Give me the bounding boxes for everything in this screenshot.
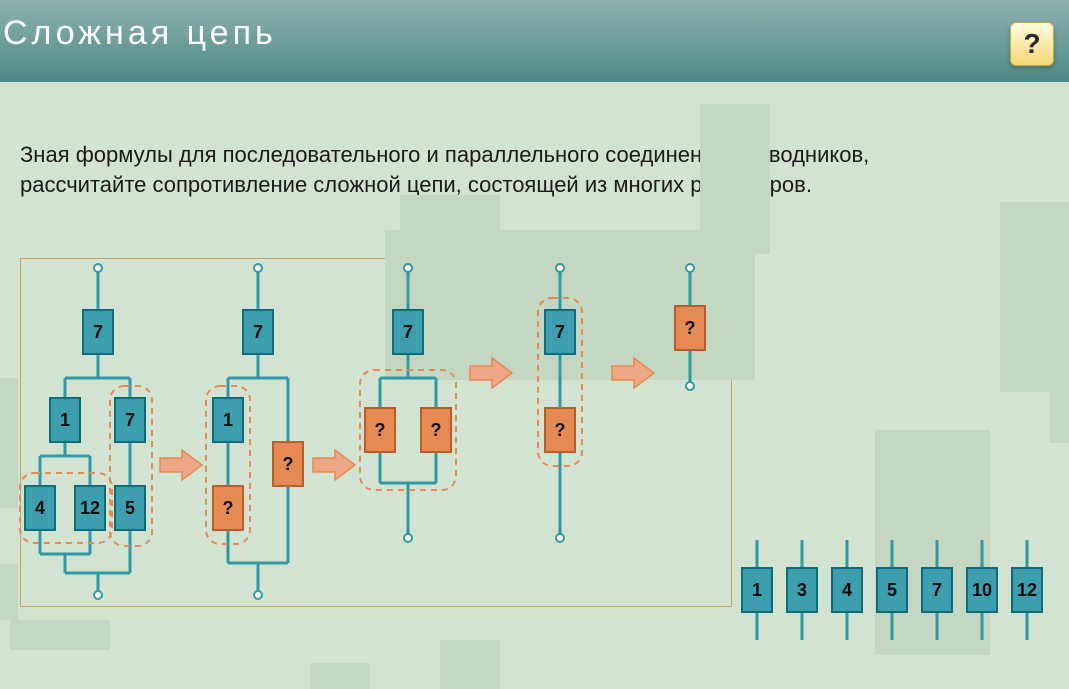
stage: Сложная цепь ? Зная формулы для последов… bbox=[0, 0, 1069, 689]
resistor-label: 7 bbox=[93, 322, 103, 342]
resistor-label: 5 bbox=[887, 580, 897, 600]
resistor-palette: 1 3 4 5 7 10 12 bbox=[742, 540, 1042, 640]
diagram-svg: 7 1 7 4 12 5 7 1?? 7?? 7?? 1 3 4 5 7 10 12 bbox=[0, 0, 1069, 689]
terminal-node bbox=[254, 591, 262, 599]
decor-rect bbox=[1000, 202, 1069, 392]
resistor-label: 12 bbox=[80, 498, 100, 518]
palette-item[interactable]: 12 bbox=[1012, 540, 1042, 640]
decor-rect bbox=[1050, 388, 1069, 443]
terminal-node bbox=[94, 591, 102, 599]
terminal-node bbox=[404, 534, 412, 542]
resistor-label: ? bbox=[555, 420, 566, 440]
decor-rect bbox=[10, 620, 110, 650]
resistor-label: ? bbox=[431, 420, 442, 440]
resistor-label: 5 bbox=[125, 498, 135, 518]
terminal-node bbox=[556, 534, 564, 542]
terminal-node bbox=[556, 264, 564, 272]
decor-rect bbox=[0, 564, 18, 620]
resistor-label: 7 bbox=[403, 322, 413, 342]
resistor-label: 1 bbox=[60, 410, 70, 430]
resistor-label: 3 bbox=[797, 580, 807, 600]
terminal-node bbox=[94, 264, 102, 272]
resistor-label: 12 bbox=[1017, 580, 1037, 600]
resistor-label: 7 bbox=[125, 410, 135, 430]
terminal-node bbox=[254, 264, 262, 272]
resistor-label: 10 bbox=[972, 580, 992, 600]
decor-rect bbox=[0, 378, 18, 508]
resistor-label: ? bbox=[283, 454, 294, 474]
resistor-label: 1 bbox=[223, 410, 233, 430]
resistor-label: 7 bbox=[253, 322, 263, 342]
palette-item[interactable]: 1 bbox=[742, 540, 772, 640]
decor-rect bbox=[310, 663, 370, 689]
terminal-node bbox=[404, 264, 412, 272]
resistor-label: 4 bbox=[35, 498, 45, 518]
resistor-label: ? bbox=[223, 498, 234, 518]
background-decor bbox=[0, 104, 1069, 689]
palette-item[interactable]: 3 bbox=[787, 540, 817, 640]
arrow-icon bbox=[160, 450, 202, 480]
arrow-icon bbox=[313, 450, 355, 480]
resistor-label: 7 bbox=[932, 580, 942, 600]
circuit-stage: 7 1 7 4 12 5 bbox=[20, 264, 152, 599]
resistor-label: 1 bbox=[752, 580, 762, 600]
resistor-label: 4 bbox=[842, 580, 852, 600]
resistor-label: ? bbox=[685, 318, 696, 338]
resistor-label: 7 bbox=[555, 322, 565, 342]
decor-rect bbox=[700, 104, 770, 254]
circuit-stage: 7 1?? bbox=[206, 264, 303, 599]
terminal-node bbox=[686, 264, 694, 272]
resistor-label: ? bbox=[375, 420, 386, 440]
decor-rect bbox=[440, 640, 500, 689]
palette-item[interactable]: 4 bbox=[832, 540, 862, 640]
terminal-node bbox=[686, 382, 694, 390]
